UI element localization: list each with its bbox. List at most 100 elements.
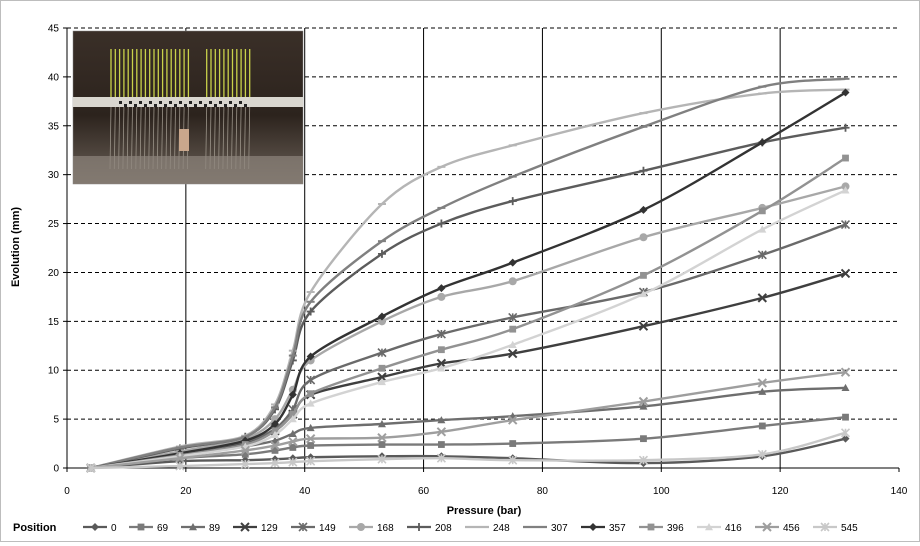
data-point-marker <box>841 123 850 132</box>
series-line <box>90 370 846 470</box>
data-point-marker <box>758 422 766 430</box>
data-point-marker <box>639 166 648 175</box>
legend-label: 357 <box>609 523 626 534</box>
data-point-marker <box>415 523 423 531</box>
data-point-marker <box>270 458 280 468</box>
data-point-marker <box>240 522 250 532</box>
legend-label: 129 <box>261 523 278 534</box>
data-point-marker <box>288 436 298 447</box>
y-tick-label: 5 <box>53 415 59 426</box>
legend-label: 168 <box>377 523 394 534</box>
inset-photo <box>72 30 304 185</box>
legend-item-545: 545 <box>813 522 858 534</box>
data-point-marker <box>357 523 365 531</box>
data-point-marker <box>758 138 767 147</box>
x-tick-label: 0 <box>64 486 70 497</box>
legend-title: Position <box>13 522 57 534</box>
data-point-marker <box>189 523 197 531</box>
data-point-marker <box>705 523 713 531</box>
legend-label: 149 <box>319 523 336 534</box>
legend-item-168: 168 <box>349 523 394 534</box>
data-point-marker <box>640 271 647 279</box>
data-point-marker <box>305 433 316 444</box>
data-point-marker <box>298 522 308 532</box>
data-point-marker <box>820 522 830 532</box>
data-point-marker <box>508 277 517 286</box>
legend-item-149: 149 <box>291 522 336 534</box>
data-point-marker <box>638 455 649 465</box>
series-line <box>90 437 846 470</box>
y-tick-label: 15 <box>48 317 60 328</box>
data-point-marker <box>841 434 850 443</box>
data-point-marker <box>288 390 297 399</box>
data-point-marker <box>271 420 279 428</box>
data-point-marker <box>438 441 445 448</box>
data-point-marker <box>288 457 298 467</box>
y-tick-label: 35 <box>48 121 60 132</box>
series-layer <box>86 77 851 473</box>
y-tick-label: 25 <box>48 219 60 230</box>
data-point-marker <box>307 390 315 398</box>
series-line <box>90 77 846 470</box>
data-point-marker <box>271 447 279 454</box>
data-point-marker <box>306 456 316 466</box>
legend-label: 248 <box>493 523 510 534</box>
series-line <box>90 189 847 470</box>
y-tick-label: 45 <box>48 24 60 35</box>
data-point-marker <box>508 258 517 267</box>
data-point-marker <box>91 523 99 531</box>
legend-item-208: 208 <box>407 523 452 534</box>
y-tick-label: 10 <box>48 366 60 377</box>
legend-item-129: 129 <box>233 522 278 534</box>
y-tick-label: 30 <box>48 170 60 181</box>
data-point-marker <box>509 325 517 333</box>
x-tick-label: 120 <box>772 486 789 497</box>
legend-item-69: 69 <box>129 523 169 534</box>
x-tick-label: 100 <box>653 486 670 497</box>
data-point-marker <box>757 449 767 459</box>
data-point-marker <box>175 461 185 471</box>
data-point-marker <box>757 378 768 388</box>
data-point-marker <box>437 364 446 372</box>
data-point-marker <box>436 427 447 437</box>
data-point-marker <box>841 88 850 97</box>
legend-label: 208 <box>435 523 452 534</box>
data-point-marker <box>509 440 517 447</box>
data-point-marker <box>758 207 766 215</box>
legend: Position 0 69 89 129 149 168 208 248 307 357 396 41… <box>13 522 858 534</box>
data-point-marker <box>638 396 649 407</box>
data-point-marker <box>639 233 648 242</box>
data-point-marker <box>508 415 518 425</box>
legend-label: 0 <box>111 523 117 534</box>
axes: 0 5 10 15 20 25 30 35 40 45 0 20 40 60 80 100 120 140 <box>48 24 908 498</box>
series-line <box>90 157 847 470</box>
y-axis-title: Evolution (mm) <box>10 207 22 287</box>
data-point-marker <box>86 463 96 473</box>
data-point-marker <box>842 413 849 421</box>
data-point-marker <box>640 435 647 443</box>
data-point-marker <box>436 453 446 463</box>
data-point-marker <box>437 219 446 228</box>
data-point-marker <box>378 364 386 372</box>
legend-label: 396 <box>667 523 684 534</box>
x-tick-label: 140 <box>891 486 908 497</box>
data-point-marker <box>840 268 851 279</box>
data-point-marker <box>240 459 250 469</box>
data-point-marker <box>589 523 597 531</box>
data-point-marker <box>757 293 768 303</box>
y-tick-label: 0 <box>53 464 59 475</box>
x-tick-label: 60 <box>418 486 430 497</box>
data-point-marker <box>175 453 185 463</box>
data-point-marker <box>377 454 387 464</box>
data-point-marker <box>437 284 446 293</box>
data-point-marker <box>377 317 386 326</box>
data-point-marker <box>840 219 851 230</box>
data-point-marker <box>762 522 772 532</box>
legend-item-456: 456 <box>755 522 800 534</box>
data-point-marker <box>840 367 851 377</box>
data-point-marker <box>271 430 279 438</box>
data-point-marker <box>288 429 297 437</box>
data-point-marker <box>436 329 446 339</box>
